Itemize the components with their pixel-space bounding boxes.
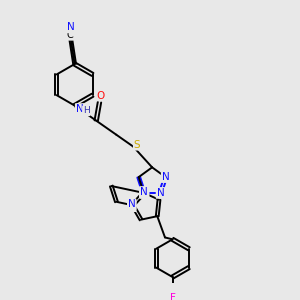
Text: N: N — [128, 199, 136, 209]
Text: N: N — [162, 172, 170, 182]
Text: F: F — [169, 293, 175, 300]
Text: N: N — [76, 104, 83, 114]
Text: N: N — [140, 188, 148, 198]
Text: O: O — [96, 91, 105, 100]
Text: H: H — [83, 106, 90, 116]
Text: N: N — [141, 188, 148, 198]
Text: N: N — [128, 201, 136, 211]
Text: S: S — [134, 140, 140, 150]
Text: C: C — [67, 30, 73, 40]
Text: N: N — [157, 188, 164, 198]
Text: N: N — [140, 187, 148, 197]
Text: N: N — [67, 22, 75, 32]
